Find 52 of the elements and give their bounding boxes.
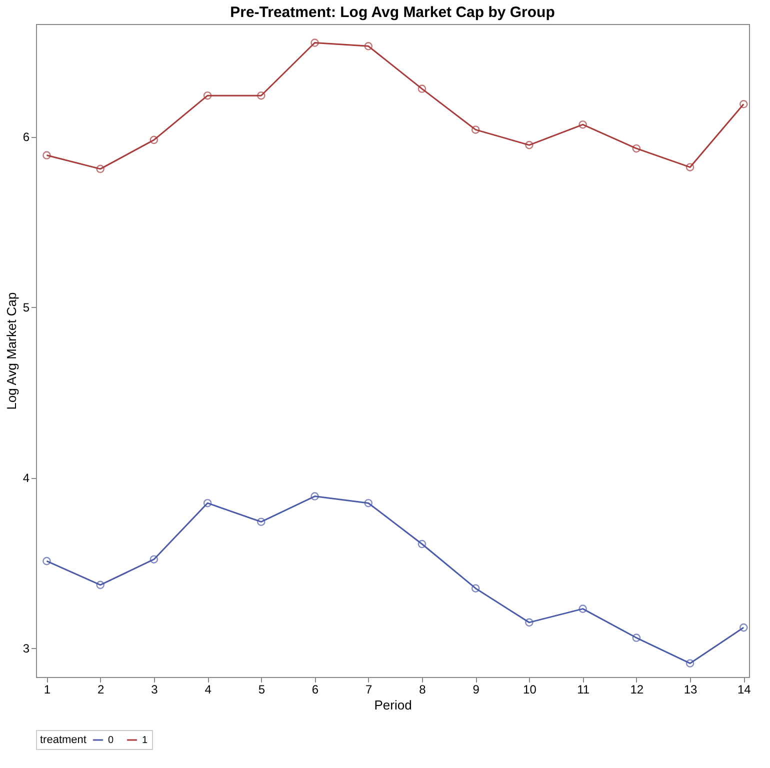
point [364, 498, 373, 508]
point [418, 84, 426, 93]
point [471, 584, 480, 592]
x-tick-label: 13 [684, 682, 698, 696]
point [364, 42, 373, 50]
x-tick-label: 5 [258, 682, 266, 696]
point [203, 498, 212, 508]
x-tick-label: 9 [472, 682, 480, 696]
x-tick-label: 6 [312, 682, 319, 696]
y-tick-label: 5 [22, 300, 30, 315]
y-tick-label: 4 [22, 471, 30, 486]
y-tick-label: 6 [22, 130, 30, 144]
point [310, 492, 319, 500]
x-tick-label: 7 [366, 682, 373, 696]
point [96, 164, 104, 174]
point [150, 555, 158, 564]
x-tick-label: 10 [523, 682, 537, 696]
point [42, 151, 51, 160]
point [310, 38, 319, 47]
x-tick-label: 8 [419, 682, 426, 696]
point [525, 618, 534, 627]
point [632, 144, 641, 153]
point [418, 540, 426, 548]
point [96, 580, 104, 590]
x-axis-title: Period [374, 698, 412, 712]
x-tick-label: 14 [737, 682, 752, 696]
point [150, 136, 158, 144]
legend-title: treatment [40, 734, 86, 746]
point [257, 518, 266, 526]
point [257, 91, 266, 100]
x-tick-label: 3 [151, 682, 158, 696]
point [632, 634, 641, 642]
legend-label: 0 [108, 735, 114, 746]
chart-title: Pre-Treatment: Log Avg Market Cap by Group [230, 4, 555, 21]
legend-label: 1 [142, 735, 148, 746]
point [471, 126, 480, 134]
point [42, 556, 51, 566]
point [686, 163, 694, 172]
x-tick-label: 2 [97, 682, 104, 696]
point [525, 140, 534, 150]
y-tick-label: 3 [22, 642, 30, 656]
y-axis-title: Log Avg Market Cap [4, 292, 19, 410]
point [578, 604, 587, 613]
x-tick-label: 1 [44, 682, 51, 696]
x-tick-label: 12 [630, 682, 644, 696]
point [740, 100, 748, 108]
point [578, 120, 587, 129]
point [686, 659, 694, 668]
point [203, 91, 212, 100]
x-tick-label: 11 [577, 682, 590, 696]
point [740, 623, 748, 632]
x-tick-label: 4 [204, 682, 212, 696]
